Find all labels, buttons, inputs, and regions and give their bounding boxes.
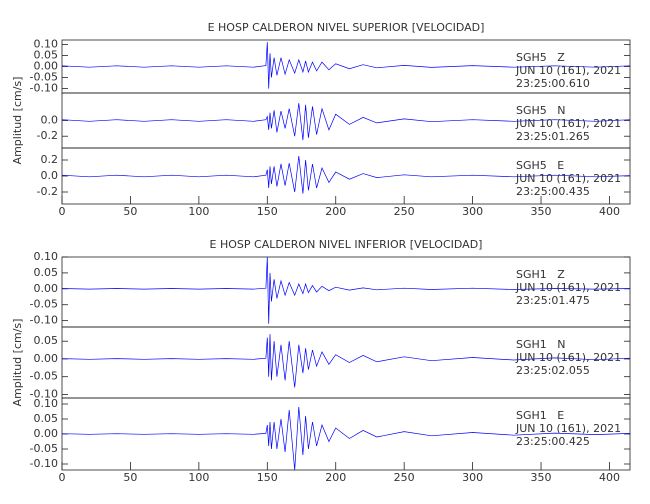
y-tick-label: 0.05 — [34, 334, 59, 347]
x-tick-label: 0 — [59, 471, 66, 484]
date-label: JUN 10 (161), 2021 — [515, 351, 621, 364]
x-tick-label: 200 — [325, 471, 346, 484]
y-tick-label: 0.05 — [34, 48, 59, 61]
date-label: JUN 10 (161), 2021 — [515, 117, 621, 130]
x-tick-label: 250 — [394, 205, 415, 218]
y-tick-label: -0.10 — [30, 457, 58, 470]
y-tick-label: 0.00 — [34, 60, 59, 73]
x-tick-label: 50 — [123, 471, 137, 484]
y-tick-label: 0.0 — [41, 114, 59, 127]
time-label: 23:25:00.435 — [516, 185, 590, 198]
x-tick-label: 200 — [325, 205, 346, 218]
chart-title: E HOSP CALDERON NIVEL SUPERIOR [VELOCIDA… — [208, 21, 485, 34]
y-tick-label: -0.10 — [30, 387, 58, 400]
station-label: SGH5 Z — [516, 51, 565, 64]
trace — [61, 42, 631, 89]
y-tick-label: 0.05 — [34, 266, 59, 279]
trace — [61, 256, 631, 324]
y-tick-label: 0.05 — [34, 412, 59, 425]
y-tick-label: -0.05 — [30, 442, 58, 455]
x-tick-label: 400 — [599, 205, 620, 218]
x-tick-label: 350 — [531, 205, 552, 218]
time-label: 23:25:00.610 — [516, 77, 590, 90]
time-label: 23:25:02.055 — [516, 364, 590, 377]
station-label: SGH5 E — [516, 159, 564, 172]
time-label: 23:25:00.425 — [516, 435, 590, 448]
station-label: SGH1 E — [516, 409, 564, 422]
chart-title: E HOSP CALDERON NIVEL INFERIOR [VELOCIDA… — [210, 238, 483, 251]
trace — [61, 155, 631, 194]
y-tick-label: -0.10 — [30, 314, 58, 327]
y-tick-label: 0.2 — [41, 153, 59, 166]
y-tick-label: -0.2 — [37, 185, 58, 198]
x-tick-label: 100 — [188, 471, 209, 484]
date-label: JUN 10 (161), 2021 — [515, 281, 621, 294]
trace — [61, 406, 631, 471]
x-tick-label: 300 — [462, 205, 483, 218]
y-tick-label: 0.0 — [41, 169, 59, 182]
trace — [61, 103, 631, 141]
x-tick-label: 150 — [257, 471, 278, 484]
x-tick-label: 350 — [531, 471, 552, 484]
y-tick-label: -0.2 — [37, 129, 58, 142]
y-axis-label: Amplitud [cm/s] — [11, 319, 24, 407]
y-tick-label: 0.10 — [34, 37, 59, 50]
station-label: SGH1 N — [516, 338, 566, 351]
y-tick-label: -0.05 — [30, 71, 58, 84]
y-axis-label: Amplitud [cm/s] — [11, 77, 24, 165]
y-tick-label: 0.00 — [34, 282, 59, 295]
time-label: 23:25:01.475 — [516, 294, 590, 307]
station-label: SGH1 Z — [516, 268, 565, 281]
y-tick-label: -0.05 — [30, 298, 58, 311]
x-tick-label: 300 — [462, 471, 483, 484]
y-tick-label: -0.10 — [30, 82, 58, 95]
x-tick-label: 50 — [123, 205, 137, 218]
y-tick-label: -0.05 — [30, 370, 58, 383]
x-tick-label: 250 — [394, 471, 415, 484]
y-tick-label: 0.00 — [34, 352, 59, 365]
y-tick-label: 0.10 — [34, 397, 59, 410]
x-tick-label: 100 — [188, 205, 209, 218]
date-label: JUN 10 (161), 2021 — [515, 64, 621, 77]
y-tick-label: 0.00 — [34, 427, 59, 440]
date-label: JUN 10 (161), 2021 — [515, 172, 621, 185]
x-tick-label: 0 — [59, 205, 66, 218]
time-label: 23:25:01.265 — [516, 130, 590, 143]
trace — [61, 334, 631, 388]
x-tick-label: 150 — [257, 205, 278, 218]
date-label: JUN 10 (161), 2021 — [515, 422, 621, 435]
x-tick-label: 400 — [599, 471, 620, 484]
y-tick-label: 0.10 — [34, 250, 59, 263]
station-label: SGH5 N — [516, 104, 566, 117]
